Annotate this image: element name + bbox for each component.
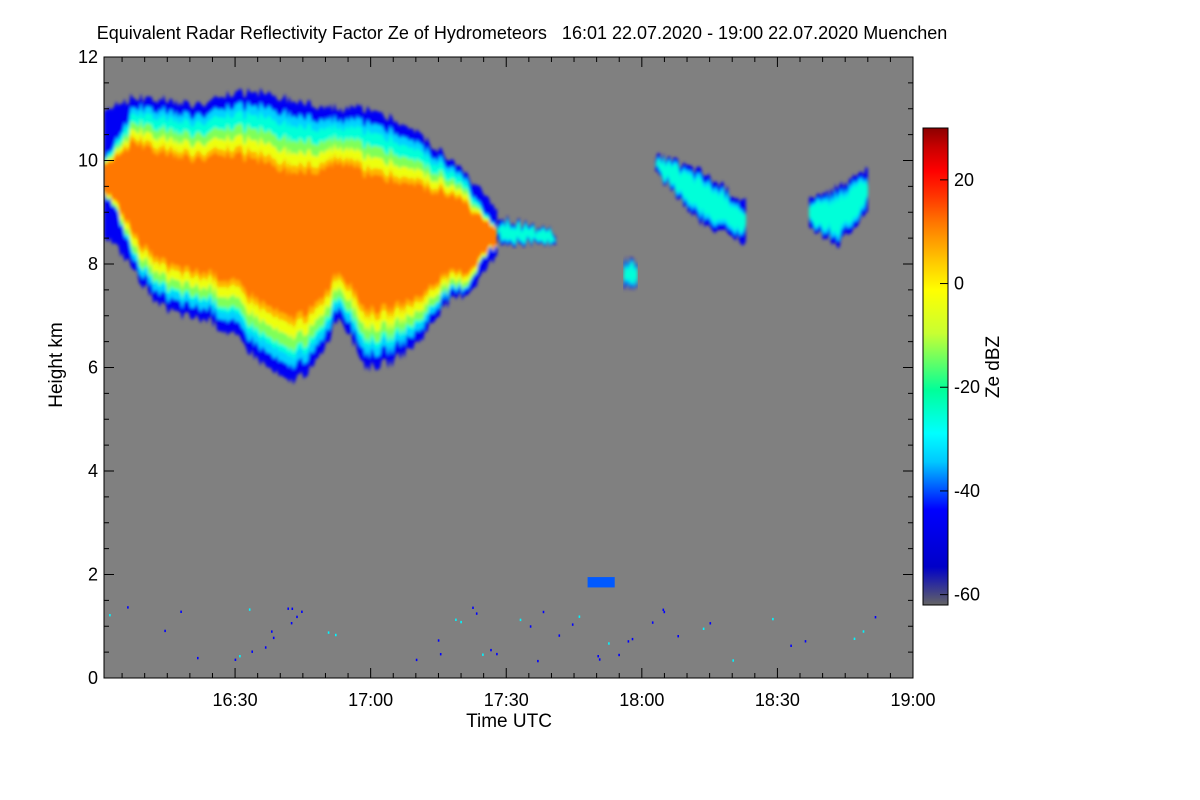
- x-tick-label: 18:30: [755, 690, 800, 710]
- y-tick-label: 2: [88, 565, 98, 585]
- x-axis: 16:30 17:00 17:30 18:00 18:30 19:00: [121, 57, 936, 710]
- clutter-pixel: [251, 650, 253, 653]
- clutter-pixel: [558, 634, 561, 637]
- clutter-pixel: [804, 640, 807, 643]
- clutter-pixel: [853, 637, 856, 640]
- clutter-pixel: [272, 636, 275, 640]
- clutter-pixel: [597, 655, 599, 658]
- echo-cirrus-band-2: [809, 166, 868, 249]
- clutter-pixel: [248, 608, 251, 611]
- ground-clutter: [109, 606, 877, 663]
- clutter-pixel: [415, 658, 418, 662]
- clutter-pixel: [301, 610, 303, 613]
- clutter-pixel: [732, 659, 734, 662]
- colorbar: [922, 127, 949, 606]
- y-tick-label: 8: [88, 254, 98, 274]
- clutter-pixel: [475, 612, 478, 615]
- echo-contour: [497, 219, 556, 245]
- echo-fallstreak: [623, 255, 638, 292]
- low-echo: [587, 577, 615, 588]
- clutter-pixel: [164, 629, 166, 633]
- clutter-pixel: [437, 639, 440, 642]
- clutter-pixel: [482, 653, 484, 656]
- clutter-pixel: [180, 610, 182, 613]
- clutter-pixel: [631, 637, 634, 641]
- clutter-pixel: [460, 620, 462, 624]
- clutter-pixel: [519, 618, 522, 622]
- y-tick-label: 10: [78, 151, 98, 171]
- clutter-pixel: [197, 656, 199, 660]
- y-axis-label: Height km: [46, 322, 67, 408]
- clutter-pixel: [490, 648, 492, 652]
- clutter-pixel: [109, 614, 111, 617]
- clutter-pixel: [472, 606, 474, 609]
- clutter-pixel: [287, 607, 289, 610]
- clutter-pixel: [234, 658, 237, 661]
- clutter-pixel: [578, 615, 581, 618]
- colorbar-label: Ze dBZ: [983, 335, 1004, 398]
- echo-cirrus-band-1: [655, 152, 746, 246]
- clutter-pixel: [291, 607, 294, 610]
- echo-contour: [104, 138, 498, 322]
- y-tick-label: 6: [88, 358, 98, 378]
- echo-outflow-fragment: [497, 214, 556, 248]
- clutter-pixel: [327, 631, 330, 634]
- y-axis: 0 2 4 6 8 10 12: [78, 47, 913, 688]
- clutter-pixel: [529, 625, 532, 628]
- echo-contour: [809, 180, 868, 236]
- x-tick-label: 17:00: [348, 690, 393, 710]
- colorbar-tick-label: -60: [954, 585, 980, 605]
- clutter-pixel: [662, 608, 665, 611]
- x-tick-label: 16:30: [213, 690, 258, 710]
- clutter-pixel: [571, 623, 574, 626]
- echo-contour: [655, 158, 746, 233]
- clutter-pixel: [271, 630, 273, 633]
- clutter-pixel: [663, 610, 666, 614]
- x-axis-label: Time UTC: [466, 711, 552, 732]
- clutter-pixel: [651, 621, 654, 624]
- clutter-pixel: [296, 615, 298, 619]
- clutter-pixel: [790, 644, 792, 647]
- chart-title: Equivalent Radar Reflectivity Factor Ze …: [97, 23, 948, 43]
- clutter-pixel: [608, 642, 610, 645]
- clutter-pixel: [618, 653, 620, 657]
- x-tick-label: 17:30: [484, 690, 529, 710]
- colorbar-tick-label: -20: [954, 377, 980, 397]
- echo-layer: [104, 87, 877, 663]
- clutter-pixel: [264, 646, 267, 649]
- clutter-pixel: [542, 610, 545, 614]
- clutter-pixel: [677, 635, 679, 638]
- clutter-pixel: [627, 640, 630, 643]
- clutter-pixel: [702, 627, 705, 630]
- echo-main-cloud: [104, 87, 498, 385]
- y-tick-label: 0: [88, 668, 98, 688]
- x-tick-label: 19:00: [890, 690, 935, 710]
- clutter-pixel: [335, 633, 337, 637]
- colorbar-tick-label: 0: [954, 274, 964, 294]
- clutter-pixel: [290, 622, 293, 625]
- y-tick-label: 12: [78, 47, 98, 67]
- clutter-pixel: [455, 618, 457, 621]
- y-tick-label: 4: [88, 461, 98, 481]
- clutter-pixel: [862, 630, 865, 633]
- x-tick-label: 18:00: [619, 690, 664, 710]
- echo-contour: [623, 260, 638, 287]
- clutter-pixel: [537, 659, 539, 663]
- clutter-pixel: [439, 653, 442, 656]
- colorbar-ticks: 20 0 -20 -40 -60: [940, 170, 980, 605]
- clutter-pixel: [874, 616, 877, 619]
- clutter-pixel: [709, 622, 712, 625]
- clutter-pixel: [127, 606, 129, 609]
- colorbar-tick-label: -40: [954, 481, 980, 501]
- clutter-pixel: [239, 655, 241, 658]
- clutter-pixel: [598, 658, 601, 661]
- clutter-pixel: [496, 652, 498, 656]
- colorbar-tick-label: 20: [954, 170, 974, 190]
- clutter-pixel: [772, 617, 774, 621]
